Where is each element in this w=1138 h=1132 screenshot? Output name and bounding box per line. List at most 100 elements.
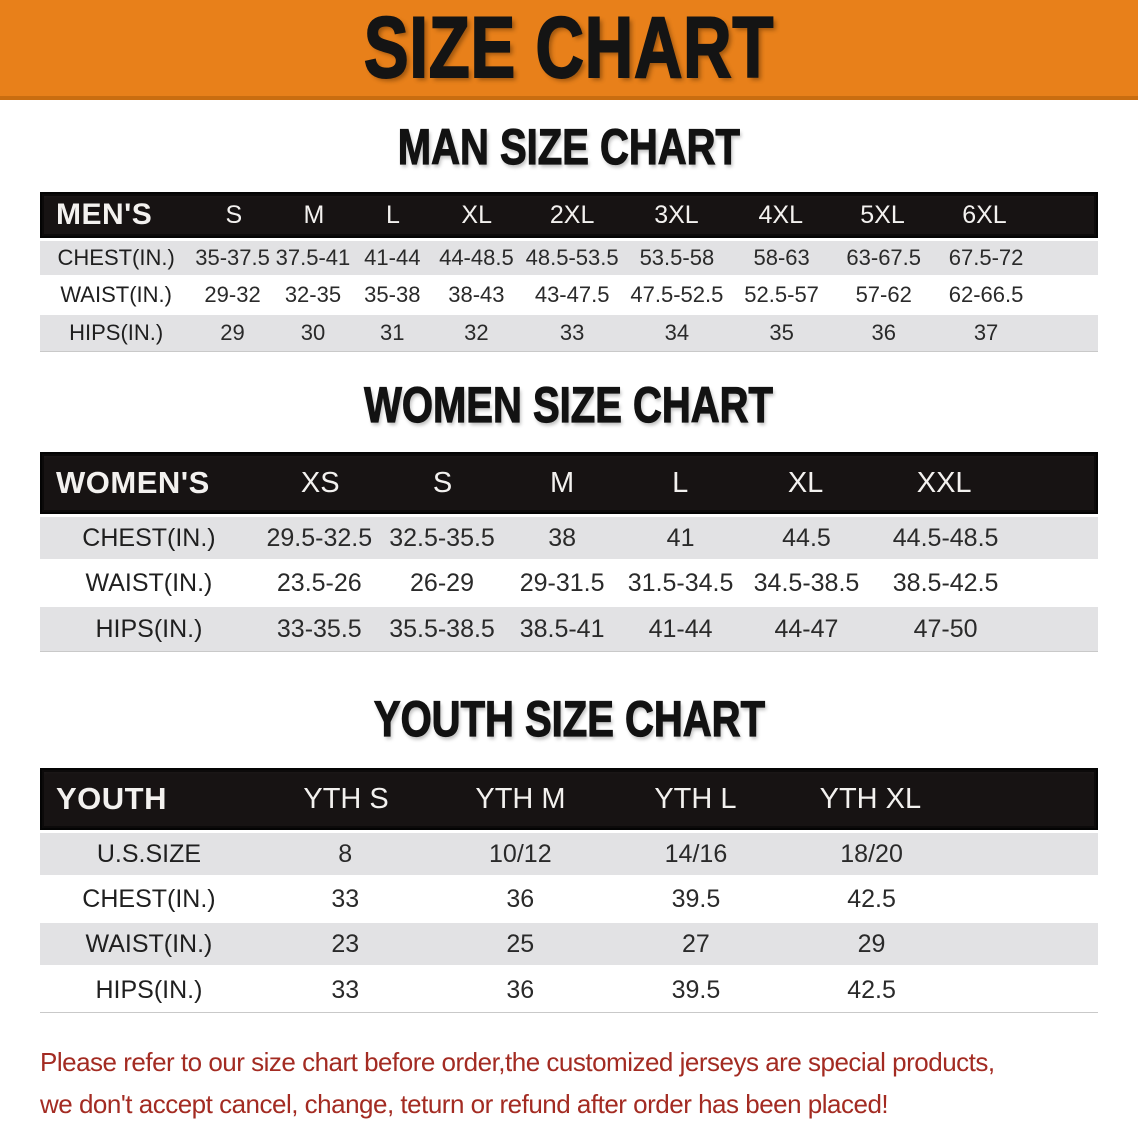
size-header-cell: XXL (916, 466, 972, 499)
row-label-cell: WAIST(IN.) (85, 929, 213, 958)
women-size-table: WOMEN'S XS S M L XL XXL CHEST(IN.) 29.5-32.5 32.5… (40, 452, 1098, 652)
value-cell: 27 (682, 929, 710, 958)
value-cell: 44.5-48.5 (892, 523, 999, 552)
value-cell: 42.5 (847, 975, 896, 1004)
row-label-cell: CHEST(IN.) (57, 245, 175, 270)
women-section-heading: WOMEN SIZE CHART (0, 379, 1138, 430)
value-cell: 36 (871, 320, 896, 345)
row-label-cell: CHEST(IN.) (82, 523, 216, 552)
value-cell: 57-62 (855, 282, 912, 307)
size-header-cell: YTH M (475, 782, 566, 815)
value-cell: 38 (548, 523, 576, 552)
row-filler-cell (1019, 517, 1098, 559)
size-header-cell: M (303, 200, 325, 229)
size-header-cell: YTH XL (819, 782, 922, 815)
row-filler-cell (1037, 241, 1098, 275)
value-cell: 31.5-34.5 (627, 568, 734, 597)
row-label-cell: HIPS(IN.) (69, 320, 164, 345)
value-cell: 32-35 (284, 282, 342, 307)
value-cell: 39.5 (671, 975, 721, 1004)
row-filler-cell (959, 833, 1098, 875)
youth-size-table: YOUTH YTH S YTH M YTH L YTH XL U.S.SIZE 8 10/12… (40, 768, 1098, 1013)
value-cell: 35-38 (364, 282, 421, 307)
table-row: WAIST(IN.) 23 25 27 29 (40, 923, 1098, 968)
men-section-heading: MAN SIZE CHART (0, 119, 1138, 175)
size-header-row: WOMEN'S XS S M L XL XXL (40, 452, 1098, 514)
disclaimer: Please refer to our size chart before or… (40, 1041, 1098, 1125)
value-cell: 36 (506, 975, 535, 1004)
size-chart-banner: SIZE CHART (0, 0, 1138, 100)
row-filler-cell (959, 923, 1098, 965)
value-cell: 29 (857, 929, 886, 958)
row-filler-cell (1037, 278, 1098, 312)
value-cell: 18/20 (840, 839, 903, 868)
size-header-cell: S (225, 200, 243, 229)
table-row: U.S.SIZE 8 10/12 14/16 18/20 (40, 833, 1098, 878)
value-cell: 25 (506, 929, 535, 958)
row-label-cell: CHEST(IN.) (82, 884, 216, 913)
value-cell: 35-37.5 (195, 245, 270, 270)
women-section: WOMEN SIZE CHART WOMEN'S XS S M L XL XXL CHEST(… (0, 379, 1138, 652)
value-cell: 29.5-32.5 (266, 523, 373, 552)
disclaimer-line-1: Please refer to our size chart before or… (40, 1047, 995, 1077)
value-cell: 37 (973, 320, 999, 345)
value-cell: 63-67.5 (846, 245, 922, 270)
size-header-cell: 6XL (962, 200, 1007, 229)
size-header-cell: M (550, 466, 575, 499)
men-section-heading-text: MAN SIZE CHART (397, 119, 741, 175)
value-cell: 44-48.5 (439, 245, 514, 270)
value-cell: 62-66.5 (948, 282, 1024, 307)
row-filler-cell (1019, 562, 1098, 604)
row-filler-cell (959, 878, 1098, 920)
value-cell: 29 (220, 320, 245, 345)
value-cell: 35.5-38.5 (389, 614, 495, 643)
value-cell: 29-32 (204, 282, 261, 307)
value-cell: 43-47.5 (534, 282, 610, 307)
value-cell: 41-44 (648, 614, 713, 643)
size-header-cell: YTH L (654, 782, 737, 815)
size-header-cell: 2XL (549, 200, 595, 229)
value-cell: 26-29 (410, 568, 474, 597)
row-label-cell: WAIST(IN.) (85, 568, 213, 597)
table-row: CHEST(IN.) 29.5-32.5 32.5-35.5 38 41 44.5 44.5… (40, 517, 1098, 562)
table-row: HIPS(IN.) 33-35.5 35.5-38.5 38.5-41 41-44 44-… (40, 607, 1098, 652)
size-header-cell: XL (461, 200, 493, 229)
value-cell: 67.5-72 (948, 245, 1024, 270)
table-row: CHEST(IN.) 35-37.5 37.5-41 41-44 44-48.5 48.5… (40, 241, 1098, 278)
value-cell: 34 (664, 320, 690, 345)
group-label: MEN'S (56, 198, 153, 231)
value-cell: 29-31.5 (519, 568, 605, 597)
value-cell: 38-43 (448, 282, 505, 307)
size-header-cell: L (385, 200, 400, 229)
value-cell: 14/16 (664, 839, 728, 868)
size-header-row: MEN'S S M L XL 2XL 3XL 4XL 5XL 6XL (40, 192, 1098, 238)
table-row: CHEST(IN.) 33 36 39.5 42.5 (40, 878, 1098, 923)
size-header-cell: XL (787, 466, 824, 499)
table-row: HIPS(IN.) 29 30 31 32 33 34 35 36 37 (40, 315, 1098, 352)
value-cell: 33 (331, 884, 360, 913)
value-cell: 37.5-41 (275, 245, 351, 270)
value-cell: 52.5-57 (744, 282, 819, 307)
value-cell: 32.5-35.5 (389, 523, 495, 552)
youth-section-heading: YOUTH SIZE CHART (0, 691, 1138, 747)
value-cell: 41-44 (364, 245, 421, 270)
value-cell: 8 (338, 839, 353, 868)
value-cell: 23 (331, 929, 360, 958)
row-label-cell: U.S.SIZE (96, 839, 202, 868)
value-cell: 33-35.5 (276, 614, 362, 643)
table-row: WAIST(IN.) 29-32 32-35 35-38 38-43 43-47.5 47.… (40, 278, 1098, 315)
men-size-table: MEN'S S M L XL 2XL 3XL 4XL 5XL 6XL CHEST(IN.) 35-37… (40, 192, 1098, 352)
value-cell: 36 (506, 884, 535, 913)
row-label-cell: WAIST(IN.) (60, 282, 172, 307)
value-cell: 48.5-53.5 (525, 245, 619, 270)
row-filler-cell (959, 968, 1098, 1012)
value-cell: 10/12 (489, 839, 552, 868)
table-row: WAIST(IN.) 23.5-26 26-29 29-31.5 31.5-34.5 34… (40, 562, 1098, 607)
size-header-cell: 3XL (654, 200, 699, 229)
youth-section-heading-text: YOUTH SIZE CHART (373, 691, 765, 747)
disclaimer-line-2: we don't accept cancel, change, teturn o… (40, 1089, 889, 1120)
size-header-cell: YTH S (303, 782, 389, 815)
value-cell: 53.5-58 (639, 245, 715, 270)
size-header-cell: L (672, 466, 689, 499)
value-cell: 33 (331, 975, 360, 1004)
